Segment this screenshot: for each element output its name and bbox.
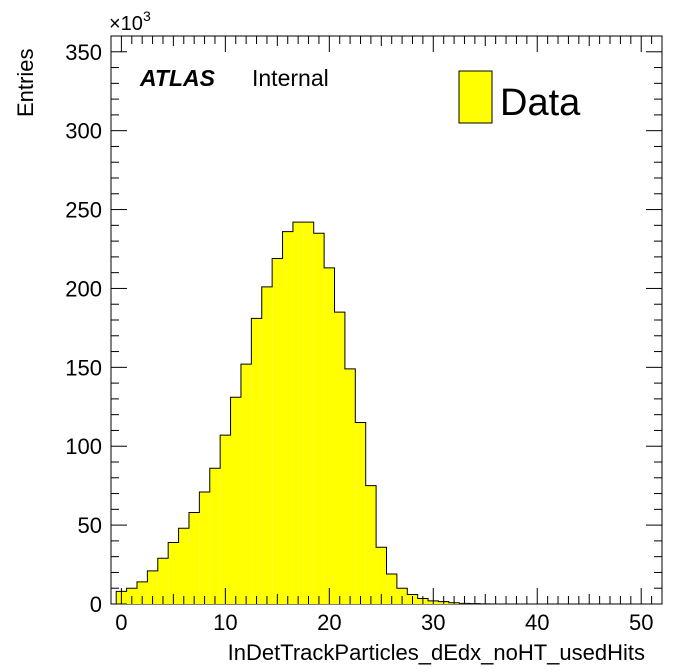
histogram-bin <box>386 574 397 604</box>
histogram-bin <box>324 267 335 604</box>
y-axis-title: Entries <box>13 49 38 117</box>
legend-swatch <box>458 70 493 124</box>
y-tick-label: 300 <box>65 119 102 144</box>
y-tick-label: 100 <box>65 434 102 459</box>
x-tick-labels: 0 10 20 30 40 50 <box>115 610 653 635</box>
internal-label: Internal <box>252 65 329 91</box>
histogram-bin <box>261 286 273 604</box>
histogram-bin <box>282 231 293 604</box>
histogram-bin <box>365 485 377 604</box>
histogram-bin <box>136 581 148 604</box>
histogram-outline <box>115 221 491 605</box>
x-tick-label: 10 <box>213 610 237 635</box>
histogram-bin <box>209 468 221 604</box>
y-exponent-text: 3 <box>143 8 151 24</box>
histogram-bin <box>334 312 345 604</box>
y-tick-label: 150 <box>65 355 102 380</box>
histogram-bin <box>147 570 158 604</box>
x-tick-label: 20 <box>317 610 341 635</box>
histogram-bin <box>240 364 252 604</box>
histogram-bin <box>230 397 241 604</box>
x-tick-label: 0 <box>115 610 127 635</box>
legend-label-data: Data <box>500 82 581 124</box>
x-tick-label: 30 <box>421 610 445 635</box>
histogram-bin <box>178 528 189 604</box>
axis-ticks <box>110 35 663 605</box>
y-multiplier-text: ×10 <box>109 13 143 35</box>
histogram-bin <box>199 491 210 604</box>
histogram-bin <box>355 422 366 604</box>
histogram-bars <box>116 222 491 604</box>
y-tick-label: 250 <box>65 198 102 223</box>
atlas-label: ATLAS <box>139 65 216 91</box>
y-tick-label: 200 <box>65 276 102 301</box>
histogram-bin <box>251 318 262 604</box>
y-tick-label: 350 <box>65 40 102 65</box>
histogram-bin <box>272 258 283 604</box>
histogram-bin <box>188 512 200 604</box>
x-axis-title: InDetTrackParticles_dEdx_noHT_usedHits <box>228 640 645 665</box>
histogram-bin <box>303 222 314 604</box>
histogram-bin <box>313 233 325 604</box>
histogram-bin <box>157 558 169 604</box>
histogram-bin <box>376 547 387 604</box>
y-tick-label: 50 <box>78 513 102 538</box>
y-tick-label: 0 <box>90 592 102 617</box>
histogram-bin <box>344 368 356 604</box>
y-tick-labels: 0 50 100 150 200 250 300 350 <box>65 40 102 617</box>
legend: Data <box>458 70 581 124</box>
histogram-bin <box>220 435 231 604</box>
x-tick-label: 50 <box>629 610 653 635</box>
x-tick-label: 40 <box>525 610 549 635</box>
y-exponent-label: ×103 <box>109 8 151 35</box>
histogram-bin <box>292 222 304 604</box>
histogram-bin <box>168 542 179 604</box>
